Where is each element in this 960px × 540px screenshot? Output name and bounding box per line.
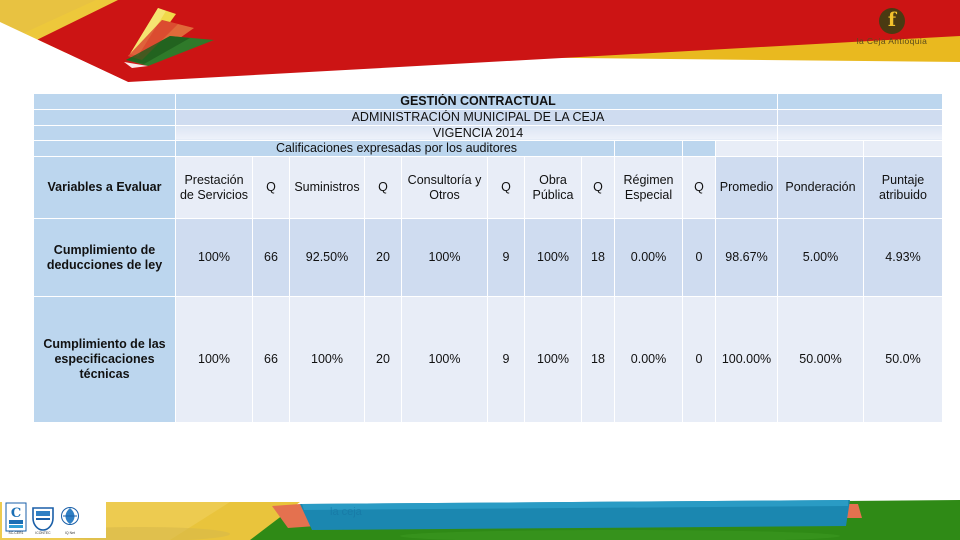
column-header-obra: Obra Pública bbox=[524, 156, 582, 219]
table-title-row-3: VIGENCIA 2014 bbox=[33, 124, 943, 142]
title-row4-spacer-c bbox=[682, 140, 716, 157]
title-row3-right-spacer bbox=[777, 124, 943, 142]
title-row3-spacer bbox=[33, 124, 176, 142]
title-row4-spacer bbox=[33, 140, 176, 157]
cell-consultoria: 100% bbox=[401, 296, 488, 423]
cell-q-regimen: 0 bbox=[682, 296, 716, 423]
column-header-q-regimen: Q bbox=[682, 156, 716, 219]
title-row4-spacer-b bbox=[614, 140, 683, 157]
row-label: Cumplimiento de deducciones de ley bbox=[33, 218, 176, 297]
svg-text:la ceja: la ceja bbox=[330, 506, 363, 518]
cell-q-consultoria: 9 bbox=[487, 218, 525, 297]
cell-regimen: 0.00% bbox=[614, 218, 683, 297]
title-row2-spacer bbox=[33, 108, 176, 126]
column-header-promedio: Promedio bbox=[715, 156, 778, 219]
facebook-icon[interactable] bbox=[879, 8, 905, 34]
cell-obra: 100% bbox=[524, 296, 582, 423]
table-title-gestion-contractual: GESTIÓN CONTRACTUAL bbox=[175, 93, 778, 110]
cell-prestacion: 100% bbox=[175, 218, 253, 297]
cell-q-obra: 18 bbox=[581, 218, 615, 297]
column-header-consultoria: Consultoría y Otros bbox=[401, 156, 488, 219]
cell-ponderacion: 50.00% bbox=[777, 296, 864, 423]
cell-q-suministros: 20 bbox=[364, 218, 402, 297]
icontec-logo-icon bbox=[32, 507, 54, 531]
cell-ponderacion: 5.00% bbox=[777, 218, 864, 297]
table-title-row-4: Calificaciones expresadas por los audito… bbox=[33, 140, 943, 157]
sgc-logo: C SC-CER1 bbox=[5, 502, 27, 536]
column-header-ponderacion: Ponderación bbox=[777, 156, 864, 219]
column-header-suministros: Suministros bbox=[289, 156, 365, 219]
cell-puntaje: 50.0% bbox=[863, 296, 943, 423]
cell-q-prestacion: 66 bbox=[252, 296, 290, 423]
evaluation-table: GESTIÓN CONTRACTUAL ADMINISTRACIÓN MUNIC… bbox=[33, 93, 943, 423]
certification-logos: C SC-CER1 ICONTEC IQ Net bbox=[2, 496, 106, 538]
table-title-row-1: GESTIÓN CONTRACTUAL bbox=[33, 93, 943, 110]
row-label: Cumplimiento de las especificaciones téc… bbox=[33, 296, 176, 423]
banner-graphic bbox=[0, 0, 960, 92]
title-row4-spacer-f bbox=[863, 140, 943, 157]
cell-promedio: 98.67% bbox=[715, 218, 778, 297]
iqnet-logo-caption: IQ Net bbox=[65, 531, 75, 536]
cell-suministros: 100% bbox=[289, 296, 365, 423]
footer-graphic: la ceja bbox=[0, 482, 960, 540]
table-subtitle-vigencia: VIGENCIA 2014 bbox=[175, 124, 778, 142]
column-header-prestacion: Prestación de Servicios bbox=[175, 156, 253, 219]
title-row4-spacer-e bbox=[777, 140, 864, 157]
cell-prestacion: 100% bbox=[175, 296, 253, 423]
cell-q-regimen: 0 bbox=[682, 218, 716, 297]
column-header-variables: Variables a Evaluar bbox=[33, 156, 176, 219]
table-subtitle-calificaciones: Calificaciones expresadas por los audito… bbox=[175, 140, 615, 157]
sgc-logo-icon: C bbox=[5, 502, 27, 532]
table-row: Cumplimiento de deducciones de ley 100% … bbox=[33, 218, 943, 297]
svg-text:C: C bbox=[11, 506, 21, 521]
icontec-logo-caption: ICONTEC bbox=[35, 531, 51, 536]
table-header-row: Variables a Evaluar Prestación de Servic… bbox=[33, 156, 943, 219]
iqnet-logo-icon bbox=[61, 507, 79, 526]
cell-puntaje: 4.93% bbox=[863, 218, 943, 297]
column-header-q-prestacion: Q bbox=[252, 156, 290, 219]
title-row2-right-spacer bbox=[777, 108, 943, 126]
cell-q-consultoria: 9 bbox=[487, 296, 525, 423]
cell-consultoria: 100% bbox=[401, 218, 488, 297]
sgc-logo-caption: SC-CER1 bbox=[8, 531, 24, 536]
column-header-regimen: Régimen Especial bbox=[614, 156, 683, 219]
cell-regimen: 0.00% bbox=[614, 296, 683, 423]
table-title-row-2: ADMINISTRACIÓN MUNICIPAL DE LA CEJA bbox=[33, 108, 943, 126]
table-subtitle-administracion: ADMINISTRACIÓN MUNICIPAL DE LA CEJA bbox=[175, 108, 778, 126]
cell-q-suministros: 20 bbox=[364, 296, 402, 423]
iqnet-logo: IQ Net bbox=[59, 506, 81, 536]
column-header-q-obra: Q bbox=[581, 156, 615, 219]
table-row: Cumplimiento de las especificaciones téc… bbox=[33, 296, 943, 423]
cell-obra: 100% bbox=[524, 218, 582, 297]
title-row1-spacer bbox=[33, 93, 176, 110]
column-header-puntaje: Puntaje atribuido bbox=[863, 156, 943, 219]
cell-q-obra: 18 bbox=[581, 296, 615, 423]
title-row1-right-spacer bbox=[777, 93, 943, 110]
footer-photo: la ceja bbox=[0, 482, 960, 540]
title-row4-spacer-d bbox=[715, 140, 778, 157]
column-header-q-consultoria: Q bbox=[487, 156, 525, 219]
facebook-badge[interactable]: la Ceja Antioquia bbox=[840, 8, 944, 46]
column-header-q-suministros: Q bbox=[364, 156, 402, 219]
header-banner bbox=[0, 0, 960, 92]
cell-promedio: 100.00% bbox=[715, 296, 778, 423]
icontec-logo: ICONTEC bbox=[31, 506, 55, 536]
facebook-label: la Ceja Antioquia bbox=[856, 36, 928, 46]
cell-q-prestacion: 66 bbox=[252, 218, 290, 297]
cell-suministros: 92.50% bbox=[289, 218, 365, 297]
